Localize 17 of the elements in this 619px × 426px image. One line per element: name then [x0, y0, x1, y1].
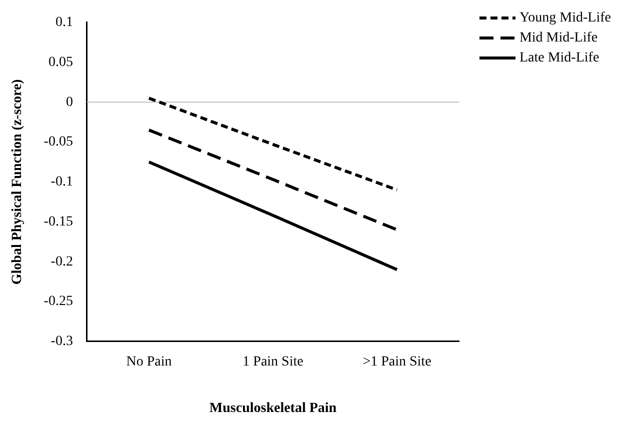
y-tick-label: 0 [66, 94, 73, 110]
x-tick-label: 1 Pain Site [242, 354, 304, 370]
legend-label: Mid Mid-Life [519, 30, 598, 46]
y-tick-label: -0.2 [50, 254, 73, 270]
y-tick-label: -0.1 [50, 174, 73, 190]
y-tick-label: 0.05 [48, 54, 73, 70]
legend-label: Late Mid-Life [519, 50, 600, 66]
x-tick-label: No Pain [126, 354, 172, 370]
y-axis-title: Global Physical Function (z-score) [10, 78, 26, 285]
legend-label: Young Mid-Life [519, 10, 612, 26]
y-tick-label: -0.15 [44, 214, 73, 230]
y-tick-label: -0.25 [44, 294, 73, 310]
x-tick-label: >1 Pain Site [362, 354, 432, 370]
y-tick-label: -0.3 [50, 334, 73, 350]
y-tick-label: -0.05 [44, 134, 73, 150]
y-tick-label: 0.1 [55, 15, 73, 30]
x-axis-title: Musculoskeletal Pain [209, 401, 337, 416]
